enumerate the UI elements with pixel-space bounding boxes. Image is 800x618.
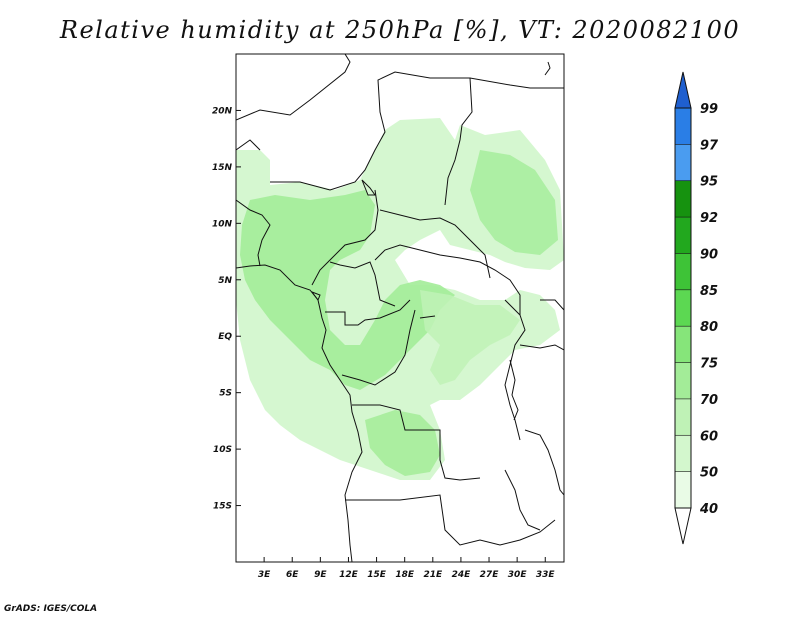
- lat-tick-label: 5S: [219, 389, 232, 399]
- colorbar-box: [675, 471, 691, 508]
- humidity-region-east: [470, 150, 558, 255]
- humidity-region-south: [365, 410, 440, 476]
- colorbar-box: [675, 289, 691, 327]
- colorbar-label: 99: [700, 102, 718, 117]
- lon-tick-label: 27E: [480, 570, 500, 580]
- colorbar-label: 70: [700, 393, 718, 408]
- colorbar-box: [675, 362, 691, 399]
- colorbar-box: [675, 180, 691, 218]
- colorbar: 40 50 60 70 75 80 85 90 92 95 97 99: [674, 71, 719, 545]
- colorbar-box: [675, 217, 691, 254]
- lat-tick-label: 15S: [213, 502, 232, 512]
- colorbar-box: [675, 108, 691, 145]
- map-borders: [236, 54, 564, 562]
- colorbar-label: 60: [700, 429, 718, 444]
- lon-tick-label: 15E: [367, 570, 387, 580]
- lon-tick-label: 33E: [536, 570, 556, 580]
- colorbar-label: 95: [700, 175, 718, 190]
- lon-tick-label: 9E: [314, 570, 327, 580]
- lat-tick-label: 15N: [212, 163, 233, 173]
- lon-tick-label: 30E: [508, 570, 528, 580]
- lon-tick-label: 21E: [423, 570, 443, 580]
- colorbar-label: 80: [700, 320, 718, 335]
- colorbar-box: [675, 253, 691, 290]
- colorbar-box: [675, 435, 691, 472]
- colorbar-box: [675, 144, 691, 181]
- map-title: Relative humidity at 250hPa [%], VT: 202…: [59, 16, 741, 44]
- humidity-field: [236, 118, 564, 480]
- colorbar-label: 40: [699, 502, 718, 517]
- lon-tick-label: 3E: [258, 570, 271, 580]
- colorbar-label: 50: [700, 466, 718, 481]
- lat-tick-label: 5N: [218, 276, 232, 286]
- longitude-axis: 3E 6E 9E 12E 15E 18E 21E 24E 27E 30E 33E: [258, 557, 556, 580]
- lat-tick-label: 20N: [212, 106, 233, 116]
- colorbar-label: 92: [700, 211, 718, 226]
- latitude-axis: 20N 15N 10N 5N EQ 5S 10S 15S: [212, 106, 241, 512]
- colorbar-box: [675, 326, 691, 363]
- map-frame: [235, 53, 565, 563]
- humidity-region-core: [240, 190, 455, 390]
- colorbar-label: 75: [700, 357, 718, 372]
- lat-tick-label: 10N: [212, 219, 233, 229]
- lon-tick-label: 6E: [286, 570, 299, 580]
- colorbar-label: 97: [700, 138, 719, 153]
- lat-tick-label: 10S: [213, 445, 232, 455]
- humidity-region-band: [420, 290, 520, 385]
- colorbar-label: 85: [700, 284, 718, 299]
- lat-tick-label: EQ: [218, 332, 232, 342]
- lon-tick-label: 12E: [339, 570, 359, 580]
- colorbar-over-triangle: [674, 71, 692, 109]
- lon-tick-label: 24E: [452, 570, 472, 580]
- colorbar-label: 90: [700, 247, 718, 262]
- credit-label: GrADS: IGES/COLA: [4, 604, 98, 614]
- colorbar-box: [675, 398, 691, 436]
- colorbar-under-triangle: [674, 507, 692, 545]
- lon-tick-label: 18E: [395, 570, 415, 580]
